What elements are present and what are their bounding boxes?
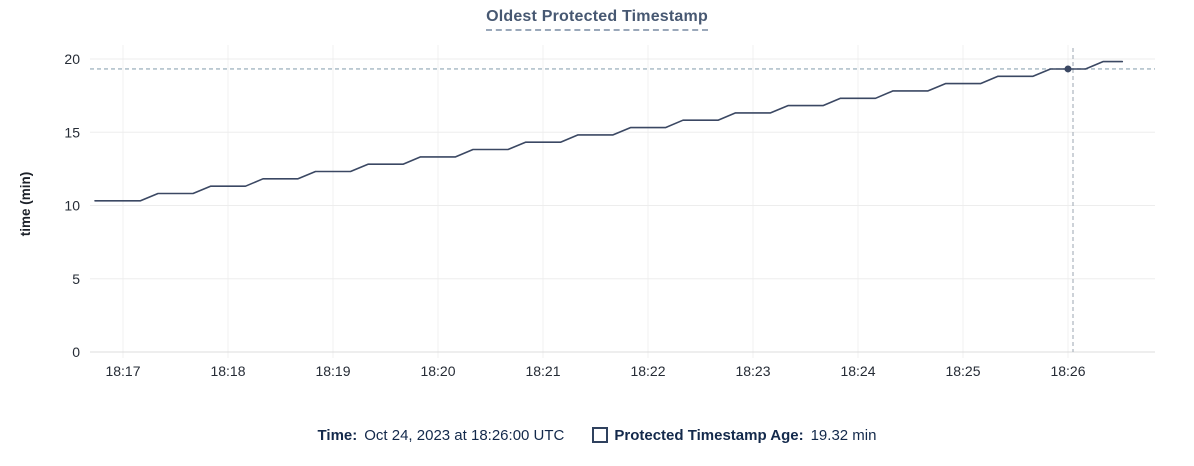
x-tick-label: 18:20 bbox=[420, 363, 455, 379]
y-tick-label: 20 bbox=[64, 51, 80, 67]
x-tick-label: 18:25 bbox=[945, 363, 980, 379]
x-tick-label: 18:22 bbox=[630, 363, 665, 379]
series-line[interactable] bbox=[94, 60, 1124, 202]
chart-title[interactable]: Oldest Protected Timestamp bbox=[486, 8, 708, 31]
chart-header: Oldest Protected Timestamp bbox=[0, 8, 1194, 31]
series-checkbox-icon bbox=[592, 427, 609, 443]
series-value: 19.32 min bbox=[810, 426, 877, 444]
x-tick-label: 18:21 bbox=[525, 363, 560, 379]
x-tick-label: 18:17 bbox=[105, 363, 140, 379]
x-tick-label: 18:18 bbox=[210, 363, 245, 379]
y-axis-title: time (min) bbox=[18, 172, 33, 237]
y-tick-label: 0 bbox=[72, 344, 80, 360]
time-label: Time: bbox=[317, 426, 358, 444]
x-tick-label: 18:24 bbox=[840, 363, 875, 379]
chart-plot[interactable]: 18:17 18:18 18:19 18:20 18:21 18:22 18:23 18:24… bbox=[0, 0, 1194, 400]
hover-dot[interactable] bbox=[1064, 65, 1072, 73]
x-tick-label: 18:19 bbox=[315, 363, 350, 379]
y-tick-label: 15 bbox=[64, 124, 80, 140]
x-tick-label: 18:23 bbox=[735, 363, 770, 379]
hover-legend: Time: Oct 24, 2023 at 18:26:00 UTC Prote… bbox=[0, 421, 1194, 449]
time-value: Oct 24, 2023 at 18:26:00 UTC bbox=[364, 426, 565, 444]
y-tick-label: 10 bbox=[64, 198, 80, 214]
x-tick-label: 18:26 bbox=[1050, 363, 1085, 379]
y-tick-label: 5 bbox=[72, 271, 80, 287]
series-label: Protected Timestamp Age: bbox=[614, 426, 804, 444]
